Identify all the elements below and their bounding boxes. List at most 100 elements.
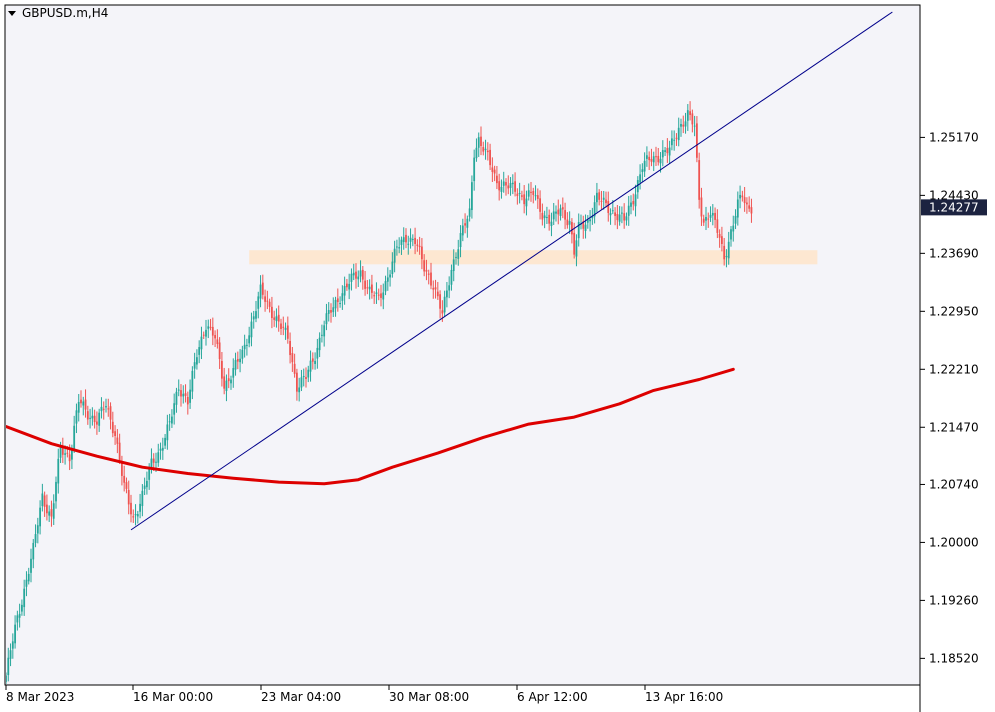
candle: [543, 210, 546, 229]
candle: [416, 239, 419, 252]
candle-body: [355, 271, 357, 279]
candle: [516, 188, 519, 205]
candle-body: [450, 269, 453, 285]
candle-body: [293, 363, 296, 374]
candle-body: [411, 239, 414, 241]
candle-body: [548, 214, 551, 224]
candle: [114, 425, 116, 445]
candle: [491, 157, 494, 183]
candle: [218, 337, 221, 369]
candle: [6, 672, 7, 684]
candle: [348, 273, 351, 300]
y-tick-label: 1.25170: [929, 130, 979, 144]
candle-body: [73, 425, 76, 450]
chart-title[interactable]: GBPUSD.m,H4: [8, 6, 108, 20]
candle-body: [661, 150, 664, 158]
candle-body: [41, 493, 44, 507]
candle-body: [23, 588, 26, 608]
candle-body: [71, 447, 73, 460]
candle-body: [6, 675, 7, 682]
candle: [498, 173, 501, 201]
candle-body: [536, 195, 539, 199]
candle: [389, 269, 391, 287]
triangle-down-icon[interactable]: [8, 11, 16, 16]
candle: [289, 332, 291, 364]
candle: [261, 274, 264, 300]
candle-body: [630, 202, 632, 207]
candle: [339, 296, 341, 308]
candle-body: [275, 316, 278, 321]
candle-body: [507, 185, 510, 189]
candle: [280, 318, 282, 335]
x-tick-label: 8 Mar 2023: [6, 690, 74, 704]
candle-body: [618, 214, 621, 222]
candle-body: [246, 344, 248, 346]
candle: [582, 215, 585, 239]
y-axis: 1.25170 1.24430 1.23690 1.22950 1.22210 1.214…: [920, 130, 979, 665]
candle: [602, 190, 605, 210]
candle-body: [643, 160, 646, 172]
candle: [598, 189, 601, 206]
candle: [607, 191, 610, 222]
candle-body: [439, 294, 441, 309]
candle: [439, 290, 441, 319]
candle-body: [46, 504, 48, 514]
candle-body: [732, 225, 735, 232]
candle: [484, 139, 487, 160]
candle: [541, 203, 544, 226]
candle: [316, 338, 319, 369]
candle: [34, 524, 37, 548]
candle: [677, 117, 680, 147]
candle-body: [623, 213, 626, 221]
candle: [748, 196, 751, 212]
candle-body: [271, 306, 273, 319]
candle-body: [730, 229, 732, 240]
candle-body: [316, 347, 319, 359]
candle: [200, 326, 203, 360]
candle: [425, 259, 428, 281]
candle: [209, 318, 212, 331]
candle: [55, 476, 57, 509]
candle: [736, 191, 739, 226]
candle: [673, 130, 676, 151]
candle: [596, 182, 598, 213]
candle-body: [177, 389, 180, 391]
candle: [211, 317, 214, 346]
candle: [386, 267, 389, 291]
candle: [143, 477, 146, 496]
candle-body: [52, 503, 55, 519]
candle-body: [602, 197, 605, 200]
plot-area[interactable]: [4, 4, 921, 686]
candle-body: [743, 197, 746, 204]
trend-line[interactable]: [130, 11, 893, 531]
candle: [575, 234, 578, 267]
candle: [230, 375, 232, 390]
candle: [52, 494, 55, 526]
candle: [384, 275, 387, 296]
candle-body: [641, 169, 644, 173]
candle-body: [523, 194, 526, 205]
candle: [23, 579, 26, 616]
candle: [225, 374, 228, 402]
candle: [577, 213, 580, 247]
candle-body: [200, 336, 203, 350]
candle: [689, 101, 691, 121]
candle: [702, 214, 705, 226]
candle: [505, 178, 507, 196]
candle: [321, 324, 323, 343]
candle: [430, 262, 432, 290]
candle: [214, 330, 216, 348]
candle-body: [175, 391, 178, 405]
candle: [11, 633, 14, 659]
candle-body: [330, 310, 332, 313]
candle-body: [561, 207, 564, 210]
moving-average-line[interactable]: [6, 367, 735, 486]
candle-body: [157, 452, 160, 463]
candle-body: [530, 191, 532, 193]
candle-body: [80, 399, 82, 404]
candle-body: [432, 287, 435, 290]
candle-body: [9, 650, 12, 659]
candle: [332, 297, 335, 318]
candle-body: [209, 326, 212, 328]
